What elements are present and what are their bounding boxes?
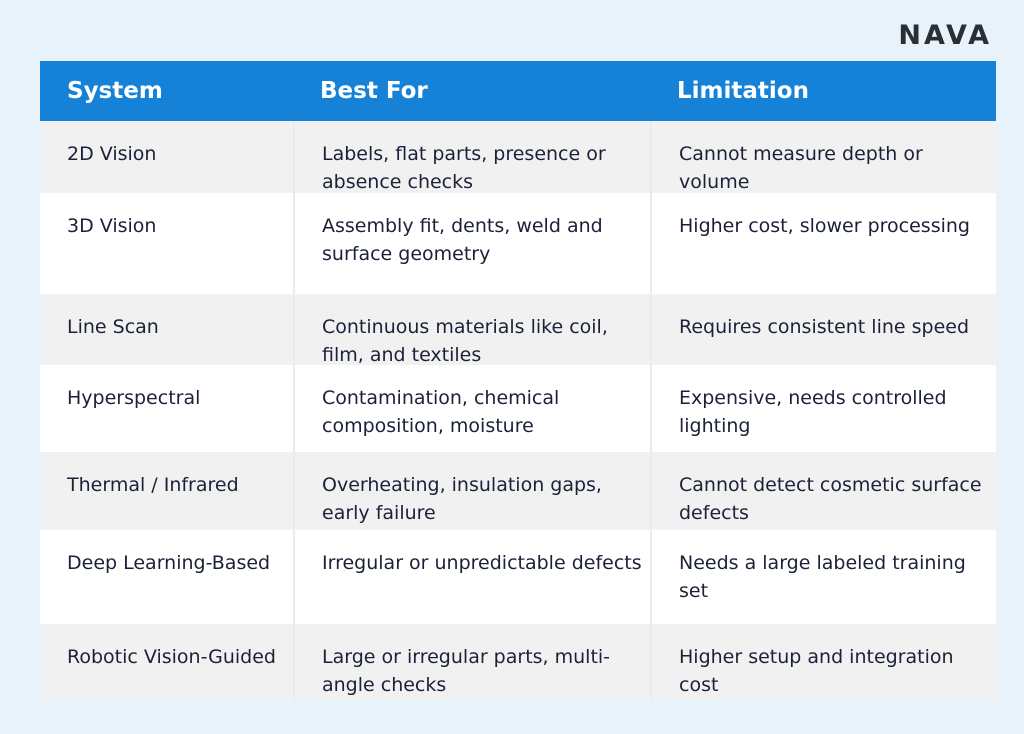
header-limitation: Limitation bbox=[677, 78, 809, 104]
header-best-for: Best For bbox=[320, 78, 428, 104]
system-cell: Robotic Vision-Guided bbox=[67, 646, 276, 668]
limitation-cell: Cannot detect cosmetic surface defects bbox=[650, 452, 996, 530]
best-for-cell: Irregular or unpredictable defects bbox=[293, 530, 650, 624]
best-for-cell: Overheating, insulation gaps, early fail… bbox=[293, 452, 650, 530]
system-cell: Line Scan bbox=[67, 316, 159, 338]
limitation-cell: Requires consistent line speed bbox=[650, 294, 996, 365]
best-for-cell: Contamination, chemical composition, moi… bbox=[293, 365, 650, 452]
best-for-cell: Assembly fit, dents, weld and surface ge… bbox=[293, 193, 650, 294]
table-header-row: System Best For Limitation bbox=[40, 61, 996, 121]
best-for-cell: Large or irregular parts, multi-angle ch… bbox=[293, 624, 650, 700]
limitation-cell: Higher setup and integration cost bbox=[650, 624, 996, 700]
table-row: Deep Learning-Based Irregular or unpredi… bbox=[40, 530, 996, 624]
system-cell: Thermal / Infrared bbox=[67, 474, 239, 496]
table-row: 3D Vision Assembly fit, dents, weld and … bbox=[40, 193, 996, 294]
limitation-cell: Cannot measure depth or volume bbox=[650, 121, 996, 193]
best-for-cell: Labels, flat parts, presence or absence … bbox=[293, 121, 650, 193]
best-for-cell: Continuous materials like coil, film, an… bbox=[293, 294, 650, 366]
limitation-cell: Higher cost, slower processing bbox=[650, 193, 996, 294]
header-system: System bbox=[67, 78, 163, 104]
limitation-cell: Expensive, needs controlled lighting bbox=[650, 365, 996, 452]
table-row: Thermal / Infrared Overheating, insulati… bbox=[40, 452, 996, 530]
system-cell: Hyperspectral bbox=[67, 387, 201, 409]
nava-logo: NAVA bbox=[898, 20, 992, 51]
table-row: Hyperspectral Contamination, chemical co… bbox=[40, 365, 996, 452]
comparison-table: System Best For Limitation 2D Vision Lab… bbox=[40, 61, 996, 700]
table-row: Line Scan Continuous materials like coil… bbox=[40, 294, 996, 366]
system-cell: 3D Vision bbox=[67, 215, 157, 237]
table-row: Robotic Vision-Guided Large or irregular… bbox=[40, 624, 996, 700]
table-row: 2D Vision Labels, flat parts, presence o… bbox=[40, 121, 996, 193]
limitation-cell: Needs a large labeled training set bbox=[650, 530, 996, 624]
system-cell: Deep Learning-Based bbox=[67, 552, 271, 574]
system-cell: 2D Vision bbox=[67, 143, 157, 165]
